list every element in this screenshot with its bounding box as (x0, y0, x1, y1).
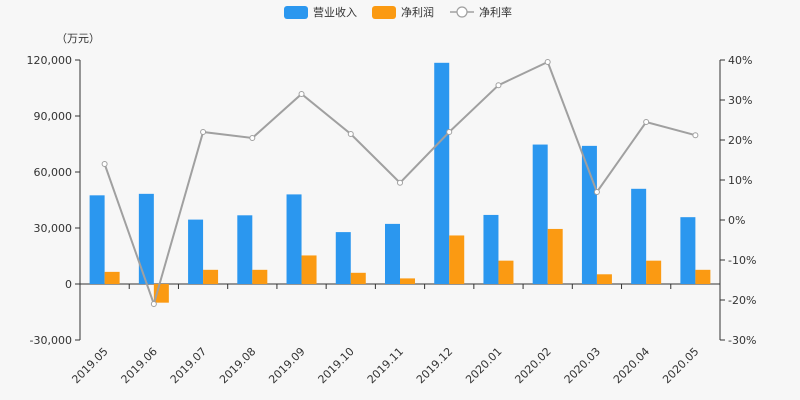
left-axis-tick-label: -30,000 (30, 334, 72, 347)
revenue-bar (532, 144, 548, 284)
net-profit-bar (104, 271, 120, 284)
x-axis-tick-label: 2019.12 (414, 345, 455, 386)
left-axis-tick-label: 90,000 (34, 110, 73, 123)
revenue-bar (483, 214, 499, 284)
legend-label: 净利率 (479, 5, 512, 19)
x-axis-tick-label: 2019.08 (217, 345, 258, 386)
left-axis-tick-label: 0 (65, 278, 72, 291)
right-axis-tick-label: 40% (728, 54, 752, 67)
x-axis-tick-label: 2020.03 (562, 345, 603, 386)
net-profit-bar (301, 255, 317, 284)
net-margin-point (200, 129, 207, 135)
revenue-bar (286, 194, 302, 284)
right-axis-tick-label: -10% (728, 254, 756, 267)
x-axis-tick-label: 2020.02 (512, 345, 553, 386)
revenue-bar (385, 223, 400, 284)
x-axis-tick-label: 2019.11 (365, 345, 406, 386)
legend-label: 净利润 (401, 5, 434, 19)
net-margin-point (643, 119, 650, 125)
revenue-bar (631, 188, 647, 284)
x-axis-tick-label: 2019.10 (316, 345, 357, 386)
net-margin-point (347, 131, 354, 137)
left-axis-tick-label: 120,000 (27, 54, 73, 67)
legend: 营业收入 净利润 净利率 (284, 5, 512, 19)
net-margin-point (593, 189, 600, 195)
net-margin-point (298, 91, 305, 97)
right-axis-tick-label: -30% (728, 334, 756, 347)
net-profit-bar (498, 260, 514, 284)
net-profit-bar (596, 274, 612, 284)
net-margin-point (446, 129, 453, 135)
right-axis-tick-label: 0% (728, 214, 745, 227)
legend-label: 营业收入 (313, 5, 357, 19)
net-profit-bar (203, 269, 219, 284)
net-profit-bar (646, 260, 662, 284)
revenue-bar (237, 215, 253, 284)
legend-swatch (284, 6, 308, 19)
line-series (101, 59, 699, 308)
x-axis-tick-label: 2020.01 (463, 345, 504, 386)
net-margin-point (544, 59, 551, 65)
left-axis-tick-label: 60,000 (34, 166, 73, 179)
revenue-bar (434, 62, 450, 284)
right-axis-tick-label: 10% (728, 174, 752, 187)
legend-swatch (372, 6, 396, 19)
revenue-bar (138, 193, 154, 284)
right-axis-tick-label: -20% (728, 294, 756, 307)
net-margin-point (397, 179, 403, 186)
x-axis-tick-label: 2020.05 (660, 345, 701, 386)
right-axis-tick-label: 20% (728, 134, 752, 147)
net-margin-point (249, 135, 256, 141)
left-axis-tick-label: 30,000 (34, 222, 73, 235)
x-axis-tick-label: 2019.06 (119, 345, 160, 386)
net-profit-bar (547, 228, 563, 284)
x-axis-tick-label: 2019.07 (168, 345, 209, 386)
net-profit-bar (400, 278, 415, 284)
revenue-bar (581, 145, 597, 284)
net-margin-point (101, 161, 108, 167)
net-profit-bar (350, 272, 366, 284)
axes: -30,000 0 30,000 60,000 90,000 120,000 -30% -20… (27, 54, 757, 386)
legend-swatch-marker (456, 6, 468, 18)
x-axis-tick-label: 2019.09 (266, 345, 307, 386)
x-axis-tick-label: 2020.04 (611, 345, 652, 386)
right-axis-tick-label: 30% (728, 94, 752, 107)
net-profit-bar (252, 269, 268, 284)
revenue-bar (335, 232, 351, 284)
x-axis-tick-label: 2019.05 (69, 345, 110, 386)
net-margin-point (692, 132, 699, 139)
net-margin-point (150, 301, 157, 307)
revenue-bar (188, 219, 204, 284)
net-profit-bar (449, 235, 465, 284)
net-margin-point (495, 82, 502, 89)
net-profit-bar (695, 269, 711, 284)
revenue-bar (680, 217, 696, 284)
left-axis-unit-label: （万元） (56, 32, 100, 45)
revenue-bar (89, 195, 105, 284)
